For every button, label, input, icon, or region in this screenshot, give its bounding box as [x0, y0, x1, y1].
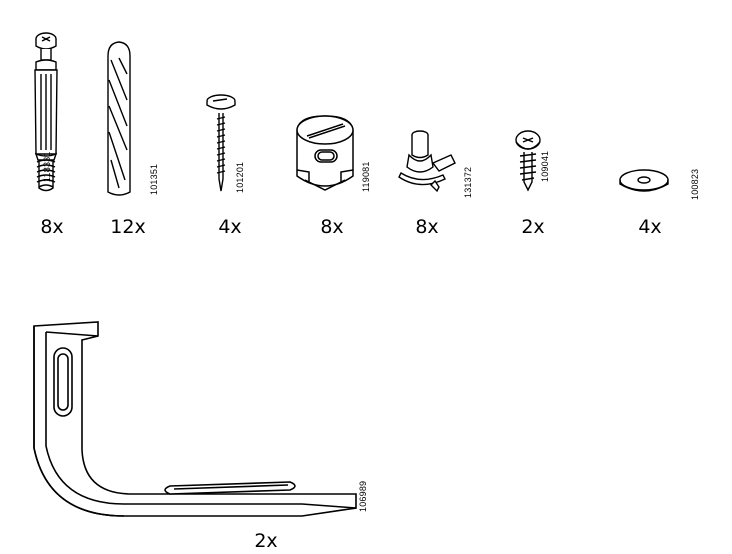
part-code-screw: 109041	[540, 150, 550, 182]
cam-lock-illustration	[296, 115, 354, 191]
l-bracket-illustration	[33, 321, 357, 517]
part-code-l-bracket: 106989	[358, 480, 368, 512]
part-shelf-support: 131372	[395, 125, 475, 205]
qty-washer: 4x	[638, 216, 662, 238]
qty-cam-lock: 8x	[320, 216, 344, 238]
qty-wood-dowel: 12x	[110, 216, 146, 238]
washer-illustration	[619, 169, 669, 192]
part-screw: 109041	[510, 130, 550, 205]
part-nail: 101201	[205, 94, 245, 205]
qty-screw: 2x	[521, 216, 545, 238]
part-code-shelf-support: 131372	[463, 166, 473, 198]
nail-illustration	[206, 94, 236, 192]
part-code-cam-bolt: 118331	[42, 151, 52, 182]
part-l-bracket: 106989	[20, 318, 370, 528]
part-wood-dowel: 101351	[105, 40, 159, 200]
qty-shelf-support: 8x	[415, 216, 439, 238]
shelf-support-illustration	[398, 130, 456, 193]
part-code-nail: 101201	[235, 161, 245, 193]
qty-nail: 4x	[218, 216, 242, 238]
part-code-cam-lock: 119081	[361, 161, 371, 192]
part-cam-bolt: 118331	[18, 30, 58, 200]
part-cam-lock: 119081	[295, 110, 371, 200]
qty-l-bracket: 2x	[254, 530, 278, 552]
part-washer: 100823	[619, 160, 700, 205]
wood-dowel-illustration	[107, 41, 131, 196]
cam-bolt-illustration	[34, 32, 58, 192]
part-code-washer: 100823	[690, 168, 700, 200]
qty-cam-bolt: 8x	[40, 216, 64, 238]
part-code-wood-dowel: 101351	[149, 163, 159, 195]
screw-illustration	[515, 130, 541, 192]
